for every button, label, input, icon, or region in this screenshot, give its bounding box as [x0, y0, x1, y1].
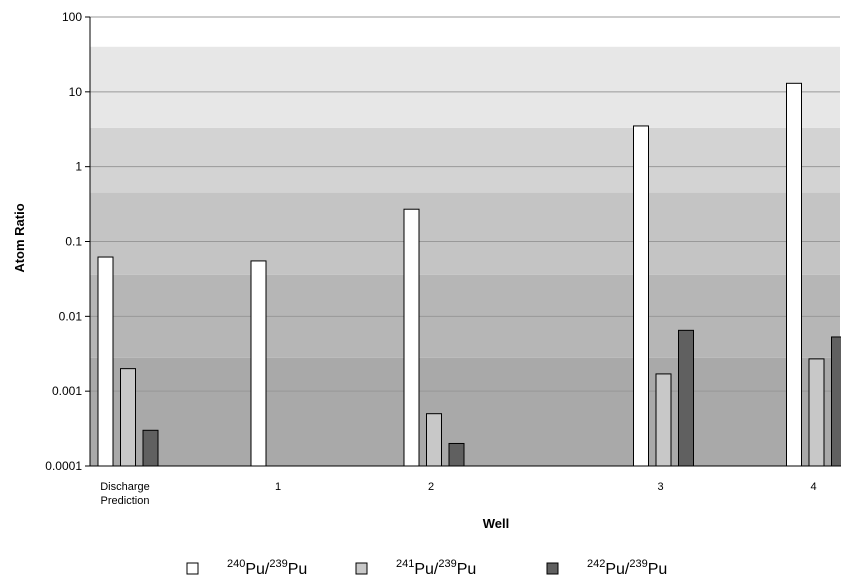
y-tick-label: 0.001 — [52, 384, 82, 398]
y-axis-label: Atom Ratio — [12, 203, 27, 272]
y-tick-label: 0.01 — [59, 309, 83, 323]
y-tick-label: 100 — [62, 10, 82, 24]
bar-series3-cat2 — [449, 443, 464, 466]
bar-series1-cat2 — [404, 209, 419, 466]
y-tick-label: 0.0001 — [45, 459, 82, 473]
legend-swatch-3 — [547, 563, 558, 574]
bar-series2-cat3 — [656, 374, 671, 466]
y-tick-label: 1 — [75, 160, 82, 174]
legend-label-2: 241Pu/239Pu — [396, 558, 476, 578]
y-tick-label: 0.1 — [65, 235, 82, 249]
bar-series3-cat4 — [832, 337, 841, 466]
bar-series2-cat0 — [121, 369, 136, 466]
bar-series1-cat3 — [634, 126, 649, 466]
background-band-2 — [90, 193, 840, 275]
legend-label-3: 242Pu/239Pu — [587, 558, 667, 578]
bar-series3-cat3 — [679, 330, 694, 466]
bar-series2-cat4 — [809, 359, 824, 466]
background-band-3 — [90, 128, 840, 193]
bar-series3-cat0 — [143, 430, 158, 466]
background-bands — [90, 47, 840, 466]
legend: 240Pu/239Pu 241Pu/239Pu 242Pu/239Pu — [187, 558, 667, 578]
background-band-0 — [90, 358, 840, 466]
bar-series1-cat4 — [787, 83, 802, 466]
x-tick-label: 1 — [275, 481, 281, 493]
legend-swatch-2 — [356, 563, 367, 574]
bar-series1-cat0 — [98, 257, 113, 466]
x-axis-label: Well — [483, 516, 510, 531]
background-band-4 — [90, 47, 840, 128]
y-tick-labels: 100 10 1 0.1 0.01 0.001 0.0001 — [45, 10, 82, 473]
bar-series1-cat1 — [251, 261, 266, 466]
legend-swatch-1 — [187, 563, 198, 574]
x-tick-label: 3 — [657, 481, 663, 493]
y-tick-label: 10 — [69, 85, 83, 99]
legend-label-1: 240Pu/239Pu — [227, 558, 307, 578]
x-tick-label: 2 — [428, 481, 434, 493]
x-tick-label: 4 — [810, 481, 816, 493]
bar-series2-cat2 — [427, 414, 442, 466]
